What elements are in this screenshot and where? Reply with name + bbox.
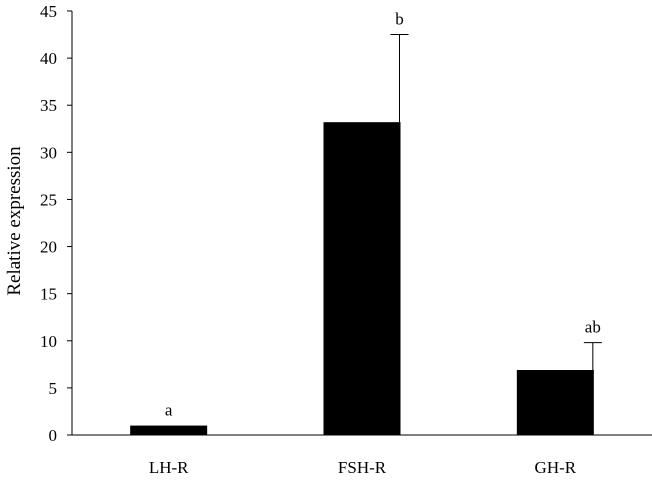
- y-axis-title: Relative expression: [4, 146, 25, 296]
- y-tick-label: 25: [40, 190, 57, 209]
- x-category-label: GH-R: [535, 458, 577, 477]
- category-labels-group: LH-R FSH-R GH-R: [149, 458, 577, 477]
- bar: [130, 425, 208, 435]
- y-tick-label: 0: [49, 426, 58, 445]
- significance-label: ab: [585, 318, 601, 337]
- x-category-label: LH-R: [149, 458, 189, 477]
- significance-label: b: [395, 10, 404, 29]
- error-bars-group: [390, 34, 602, 370]
- y-tick-label: 30: [40, 143, 57, 162]
- significance-label: a: [165, 401, 173, 420]
- bar: [516, 369, 594, 435]
- y-tick-label: 35: [40, 96, 57, 115]
- bar: [323, 122, 401, 435]
- y-tick-label: 45: [40, 2, 57, 21]
- y-axis-ticks: 0 5 10 15 20 25 30 35 40 45: [40, 2, 72, 445]
- y-tick-label: 20: [40, 238, 57, 257]
- y-tick-label: 15: [40, 285, 57, 304]
- x-category-label: FSH-R: [338, 458, 387, 477]
- bars-group: [130, 122, 594, 435]
- y-tick-label: 5: [49, 379, 58, 398]
- y-tick-label: 10: [40, 332, 57, 351]
- y-tick-label: 40: [40, 49, 57, 68]
